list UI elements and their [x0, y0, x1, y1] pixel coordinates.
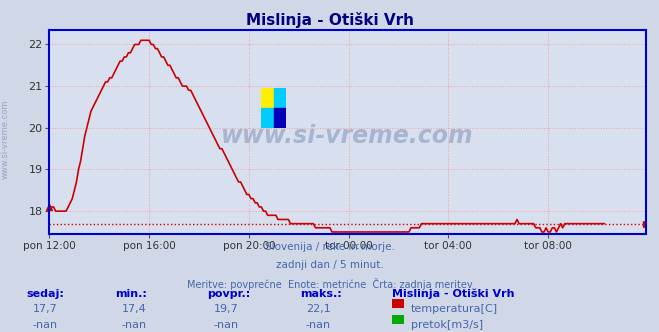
Text: Mislinja - Otiški Vrh: Mislinja - Otiški Vrh: [392, 289, 515, 299]
Text: sedaj:: sedaj:: [26, 289, 64, 299]
Text: 19,7: 19,7: [214, 304, 239, 314]
Text: 17,4: 17,4: [121, 304, 146, 314]
Bar: [273, 88, 286, 108]
Text: povpr.:: povpr.:: [208, 289, 251, 299]
Bar: [273, 108, 286, 128]
Text: www.si-vreme.com: www.si-vreme.com: [221, 124, 474, 148]
Text: -nan: -nan: [306, 320, 331, 330]
Text: temperatura[C]: temperatura[C]: [411, 304, 498, 314]
Text: pretok[m3/s]: pretok[m3/s]: [411, 320, 482, 330]
Text: -nan: -nan: [121, 320, 146, 330]
Text: -nan: -nan: [32, 320, 57, 330]
Text: Mislinja - Otiški Vrh: Mislinja - Otiški Vrh: [246, 12, 413, 28]
Text: maks.:: maks.:: [300, 289, 341, 299]
Text: zadnji dan / 5 minut.: zadnji dan / 5 minut.: [275, 260, 384, 270]
Text: -nan: -nan: [214, 320, 239, 330]
Text: 22,1: 22,1: [306, 304, 331, 314]
Text: www.si-vreme.com: www.si-vreme.com: [1, 100, 10, 179]
Bar: [261, 88, 273, 108]
Text: min.:: min.:: [115, 289, 147, 299]
Text: Meritve: povprečne  Enote: metrične  Črta: zadnja meritev: Meritve: povprečne Enote: metrične Črta:…: [186, 278, 473, 290]
Text: 17,7: 17,7: [32, 304, 57, 314]
Bar: [261, 108, 273, 128]
Text: Slovenija / reke in morje.: Slovenija / reke in morje.: [264, 242, 395, 252]
